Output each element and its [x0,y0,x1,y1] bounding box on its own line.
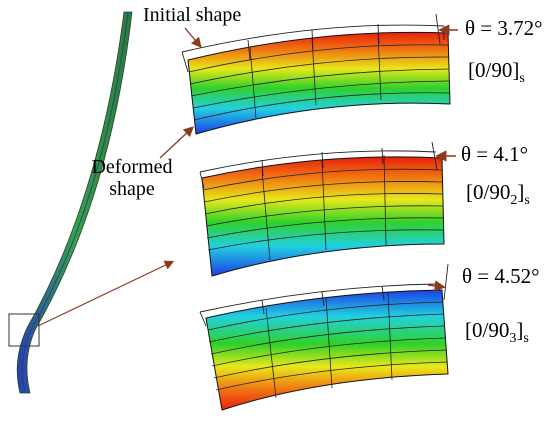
panel-3-angle-ref [443,263,449,301]
panel-1-angle-label: θ = 3.72° [465,16,543,40]
initial-shape-pointer [184,27,202,48]
panel-3-layup-suffix: s [523,331,529,346]
deformed-shape-pointer [159,126,194,159]
panel-2-layup-sub: 2 [510,193,518,208]
panel-1-deformed-shape [187,31,451,135]
panel-2-angle-label: θ = 4.1° [461,142,529,166]
deformed-shape-label-line1: Deformed [91,156,173,178]
panel-1-angle-ref [435,13,441,45]
panel-2-angle-ref [431,141,438,171]
panel-3-deformed-shape [205,289,449,411]
panel-1-layup-suffix: s [519,71,525,86]
zoom-box [8,313,40,347]
panel-1-layup-prefix: [0/90] [468,58,520,82]
panel-3-angle-label: θ = 4.52° [462,264,540,288]
zoom-arrow [37,260,175,327]
panel-2-layup-suffix: s [524,193,530,208]
panel-2-deformed-shape [201,154,445,277]
panel-3-layup-suffix-bracket: ] [516,318,524,342]
panel-2-layup-prefix: [0/90 [466,180,511,204]
deformed-shape-label: Deformed shape [86,156,178,200]
panel-1-layup-label: [0/90]s [468,58,525,86]
initial-shape-label: Initial shape [143,4,242,26]
panel-3-initial-shape [199,283,437,327]
deformed-shape-label-line2: shape [109,178,155,200]
panel-3-layup-sub: 3 [509,331,517,346]
panel-2-layup-label: [0/902]s [466,180,530,208]
panel-2-layup-suffix-bracket: ] [517,180,525,204]
panel-2-initial-shape [199,147,437,189]
panel-3-layup-prefix: [0/90 [465,318,510,342]
panel-3-layup-label: [0/903]s [465,318,529,346]
specimen-strip [16,11,133,394]
panel-3-angle-arrow [427,280,446,292]
